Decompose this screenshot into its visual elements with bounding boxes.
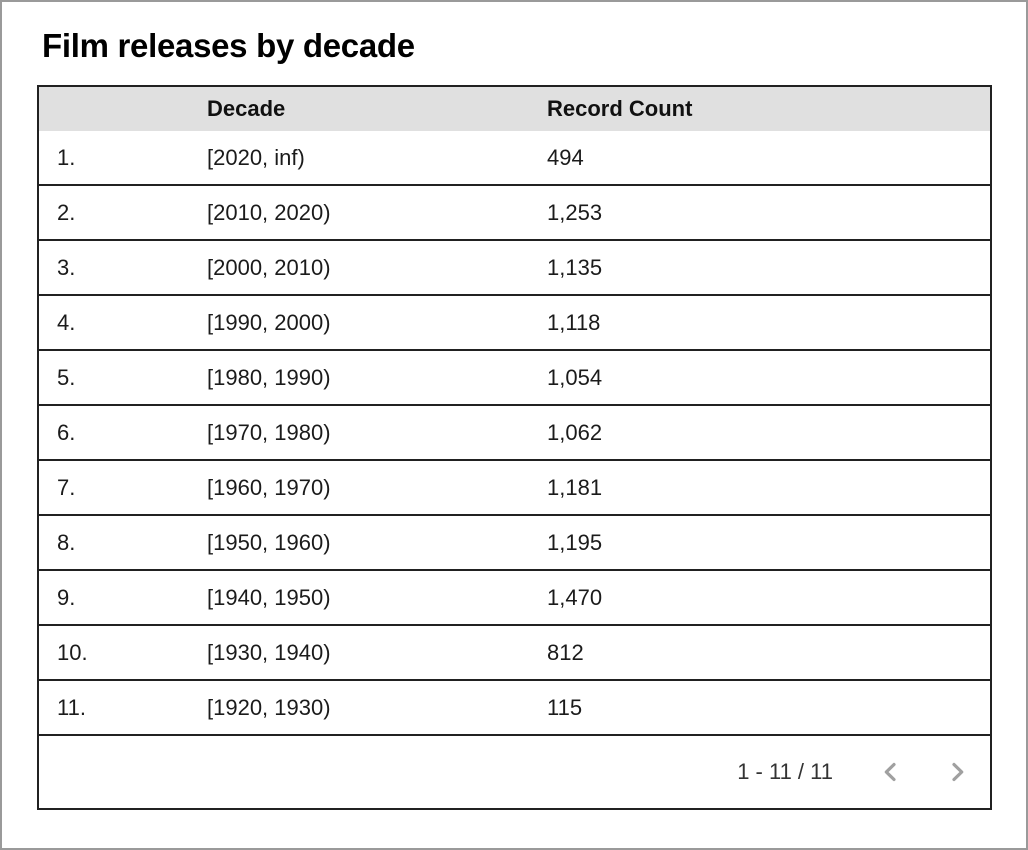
chevron-left-icon bbox=[879, 760, 903, 784]
table-row: 1. [2020, inf) 494 bbox=[39, 131, 990, 186]
data-table: Decade Record Count 1. [2020, inf) 494 2… bbox=[37, 85, 992, 810]
row-number: 7. bbox=[57, 474, 76, 500]
table-row: 11. [1920, 1930) 115 bbox=[39, 681, 990, 736]
table-row: 10. [1930, 1940) 812 bbox=[39, 626, 990, 681]
row-number: 4. bbox=[57, 309, 76, 335]
pagination-range-label: 1 - 11 / 11 bbox=[737, 759, 833, 784]
record-count-cell: 1,118 bbox=[547, 309, 601, 335]
table-row: 7. [1960, 1970) 1,181 bbox=[39, 461, 990, 516]
table-row: 3. [2000, 2010) 1,135 bbox=[39, 241, 990, 296]
header-decade[interactable]: Decade bbox=[207, 96, 286, 121]
header-record-count[interactable]: Record Count bbox=[547, 96, 693, 121]
header-row-number bbox=[39, 87, 207, 131]
chevron-right-icon bbox=[945, 760, 969, 784]
row-number: 2. bbox=[57, 199, 76, 225]
record-count-cell: 1,062 bbox=[547, 419, 603, 445]
decade-cell: [2020, inf) bbox=[207, 144, 305, 170]
decade-cell: [1950, 1960) bbox=[207, 529, 331, 555]
decade-cell: [1970, 1980) bbox=[207, 419, 331, 445]
row-number: 11. bbox=[57, 694, 86, 720]
row-number: 1. bbox=[57, 144, 76, 170]
row-number: 6. bbox=[57, 419, 76, 445]
record-count-cell: 1,135 bbox=[547, 254, 603, 280]
decade-cell: [2000, 2010) bbox=[207, 254, 331, 280]
row-number: 5. bbox=[57, 364, 76, 390]
table-header-row: Decade Record Count bbox=[39, 87, 990, 131]
record-count-cell: 1,181 bbox=[547, 474, 603, 500]
decade-cell: [1930, 1940) bbox=[207, 639, 331, 665]
record-count-cell: 1,253 bbox=[547, 199, 603, 225]
record-count-cell: 1,195 bbox=[547, 529, 603, 555]
table-row: 4. [1990, 2000) 1,118 bbox=[39, 296, 990, 351]
table-row: 6. [1970, 1980) 1,062 bbox=[39, 406, 990, 461]
table-row: 8. [1950, 1960) 1,195 bbox=[39, 516, 990, 571]
row-number: 3. bbox=[57, 254, 76, 280]
table-row: 9. [1940, 1950) 1,470 bbox=[39, 571, 990, 626]
prev-page-button[interactable] bbox=[877, 758, 905, 786]
record-count-cell: 1,470 bbox=[547, 584, 603, 610]
row-number: 8. bbox=[57, 529, 76, 555]
table-row: 2. [2010, 2020) 1,253 bbox=[39, 186, 990, 241]
record-count-cell: 1,054 bbox=[547, 364, 603, 390]
decade-cell: [1920, 1930) bbox=[207, 694, 331, 720]
record-count-cell: 115 bbox=[547, 694, 583, 720]
pagination-bar: 1 - 11 / 11 bbox=[39, 736, 990, 808]
decade-cell: [1960, 1970) bbox=[207, 474, 331, 500]
table-row: 5. [1980, 1990) 1,054 bbox=[39, 351, 990, 406]
record-count-cell: 494 bbox=[547, 144, 584, 170]
decade-cell: [1940, 1950) bbox=[207, 584, 331, 610]
row-number: 10. bbox=[57, 639, 88, 665]
next-page-button[interactable] bbox=[943, 758, 971, 786]
decade-cell: [1990, 2000) bbox=[207, 309, 331, 335]
record-count-cell: 812 bbox=[547, 639, 584, 665]
page-title: Film releases by decade bbox=[42, 27, 415, 64]
decade-cell: [2010, 2020) bbox=[207, 199, 331, 225]
row-number: 9. bbox=[57, 584, 76, 610]
decade-cell: [1980, 1990) bbox=[207, 364, 331, 390]
